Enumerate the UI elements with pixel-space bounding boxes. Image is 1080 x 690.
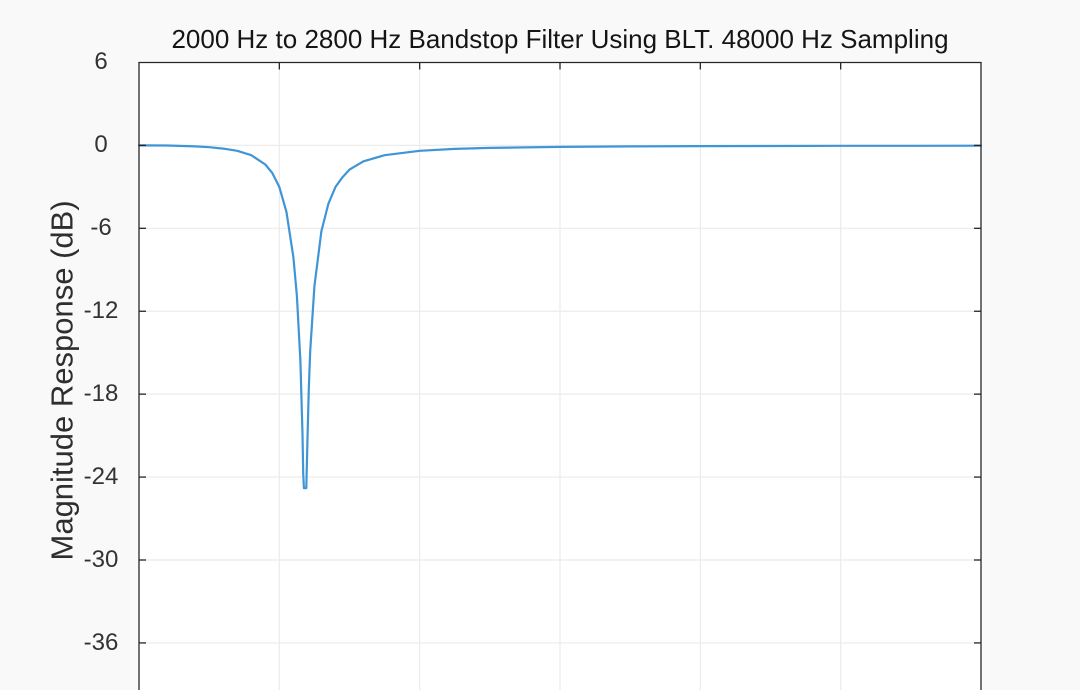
y-tick-label: -30 — [83, 546, 119, 573]
y-tick-label: -12 — [83, 297, 119, 325]
y-tick-label: -6 — [90, 214, 112, 242]
chart-title: 2000 Hz to 2800 Hz Bandstop Filter Using… — [171, 24, 949, 54]
y-tick-label: 6 — [94, 48, 108, 76]
y-tick-label: -36 — [83, 628, 119, 656]
y-tick-label: -24 — [83, 463, 119, 491]
y-tick-label: 0 — [94, 131, 108, 159]
y-tick-label: -18 — [83, 380, 119, 408]
magnitude-response-curve — [137, 144, 983, 490]
